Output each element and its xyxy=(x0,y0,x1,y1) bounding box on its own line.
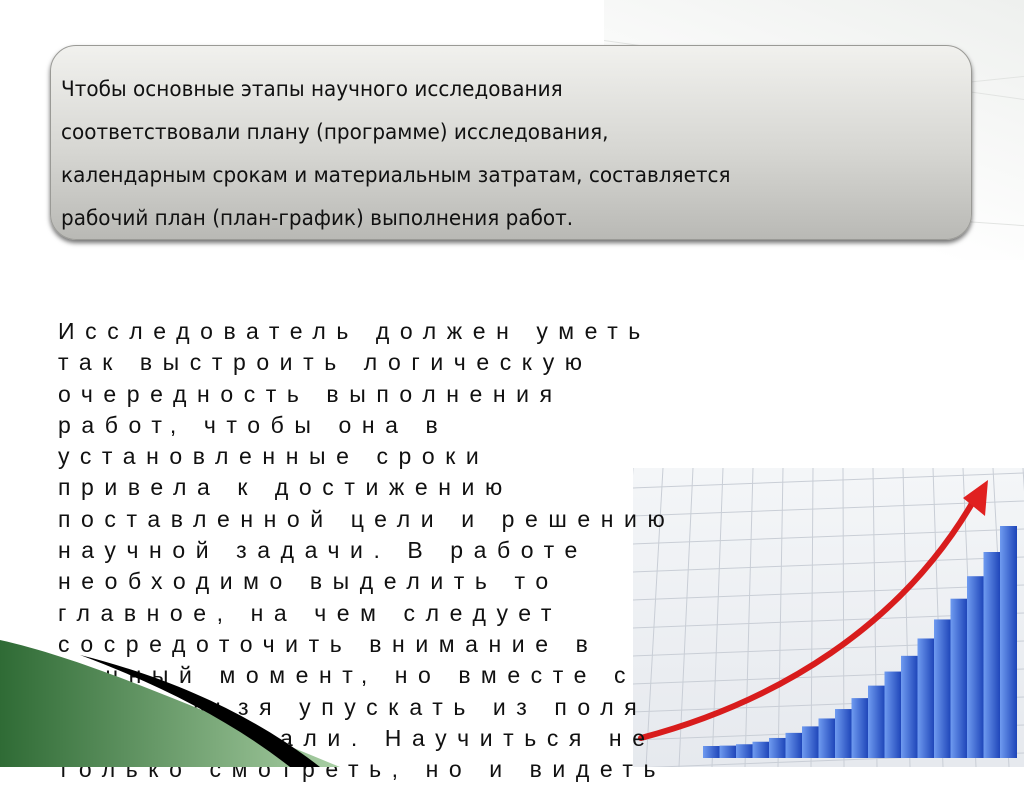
callout-text: Чтобы основные этапы научного исследован… xyxy=(61,68,731,240)
body-line: Исследователь должен уметь xyxy=(58,318,651,344)
body-line: так выстроить логическую xyxy=(58,349,593,376)
decorative-bar xyxy=(934,619,951,758)
body-line: установленные сроки xyxy=(58,443,490,470)
body-line: поставленной цели и решению xyxy=(58,505,676,532)
growth-chart-arrow-icon xyxy=(633,468,1024,767)
decorative-bar xyxy=(835,709,852,758)
decorative-bar xyxy=(719,745,737,758)
body-line: очередность выполнения xyxy=(58,380,563,407)
body-line: работ, чтобы она в xyxy=(58,411,449,438)
body-line: главное, на чем следует xyxy=(58,599,563,626)
decorative-bar xyxy=(752,741,770,758)
decorative-bar xyxy=(703,746,720,758)
green-swoosh-decoration xyxy=(0,640,340,767)
decorative-bar xyxy=(868,685,885,758)
decorative-bar xyxy=(983,551,1001,758)
callout-line: календарным срокам и материальным затрат… xyxy=(61,163,731,188)
callout-line: соответствовали плану (программе) исслед… xyxy=(61,120,609,145)
decorative-bar xyxy=(884,671,902,758)
decorative-bar xyxy=(736,744,753,758)
decorative-bar xyxy=(851,698,869,758)
decorative-bar xyxy=(802,726,819,758)
decorative-bar xyxy=(785,732,803,758)
body-line: научной задачи. В работе xyxy=(58,537,588,564)
decorative-bar xyxy=(818,718,836,758)
body-line: необходимо выделить то xyxy=(58,568,559,595)
decorative-bar xyxy=(901,655,918,758)
body-line: сосредоточить внимание в xyxy=(58,630,599,657)
decorative-bar xyxy=(950,598,968,758)
callout-box: Чтобы основные этапы научного исследован… xyxy=(50,45,972,240)
decorative-bar xyxy=(917,638,935,758)
callout-line: Чтобы основные этапы научного исследован… xyxy=(61,77,563,102)
callout-line: рабочий план (план-график) выполнения ра… xyxy=(61,206,574,231)
decorative-bar xyxy=(769,737,786,758)
body-line: привела к достижению xyxy=(58,474,513,501)
decorative-bar xyxy=(967,576,984,758)
decorative-bar xyxy=(1000,526,1017,758)
